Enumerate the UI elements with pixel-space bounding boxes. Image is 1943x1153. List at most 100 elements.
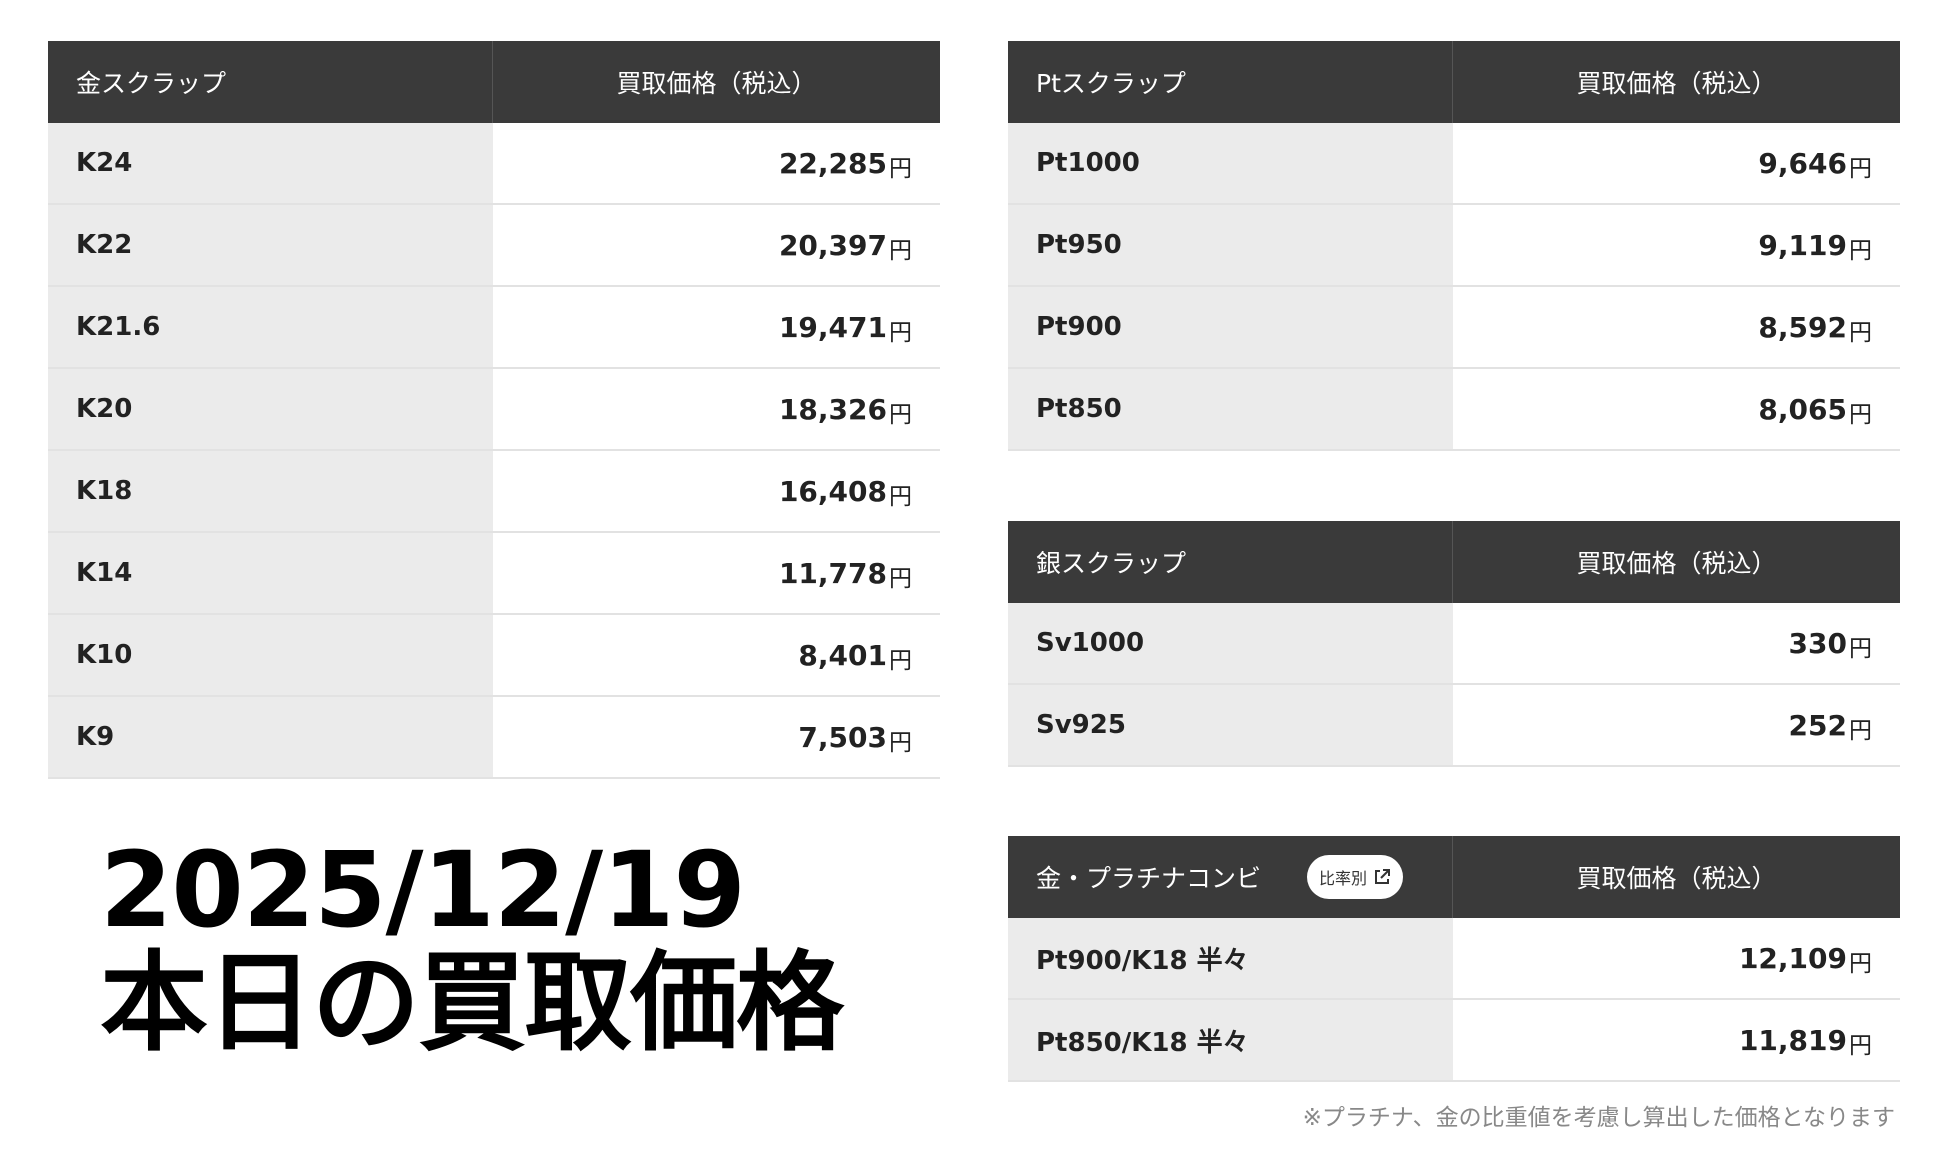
price-unit: 円 bbox=[1849, 402, 1872, 428]
price-value: 18,326 bbox=[778, 392, 887, 426]
row-price: 9,646 円 bbox=[1453, 123, 1900, 203]
price-unit: 円 bbox=[1849, 636, 1872, 662]
price-value: 11,819 bbox=[1738, 1023, 1847, 1057]
silver-scrap-table: 銀スクラップ 買取価格（税込） Sv1000 330 円 Sv925 252 円 bbox=[1008, 521, 1900, 767]
price-unit: 円 bbox=[889, 156, 912, 182]
price-unit: 円 bbox=[889, 238, 912, 264]
table-row: Pt850 8,065 円 bbox=[1008, 369, 1900, 451]
row-name: Pt850/K18 半々 bbox=[1008, 1000, 1453, 1080]
price-value: 9,646 bbox=[1758, 146, 1847, 180]
footnote: ※プラチナ、金の比重値を考慮し算出した価格となります bbox=[1302, 1105, 1895, 1131]
row-name: Pt850 bbox=[1008, 369, 1453, 449]
table-row: K21.6 19,471 円 bbox=[48, 287, 940, 369]
price-unit: 円 bbox=[889, 484, 912, 510]
price-unit: 円 bbox=[889, 648, 912, 674]
headline-date: 2025/12/19 bbox=[100, 829, 746, 951]
price-value: 252 bbox=[1788, 708, 1847, 742]
row-price: 16,408 円 bbox=[493, 451, 940, 531]
price-unit: 円 bbox=[1849, 1033, 1872, 1059]
table-row: Sv925 252 円 bbox=[1008, 685, 1900, 767]
table-header: 金・プラチナコンビ 比率別 買取価格（税込） bbox=[1008, 836, 1900, 918]
row-name: K20 bbox=[48, 369, 493, 449]
price-value: 20,397 bbox=[778, 228, 887, 262]
row-price: 8,065 円 bbox=[1453, 369, 1900, 449]
price-value: 7,503 bbox=[798, 720, 887, 754]
platinum-scrap-table: Ptスクラップ 買取価格（税込） Pt1000 9,646 円 Pt950 9,119 円… bbox=[1008, 41, 1900, 451]
header-price: 買取価格（税込） bbox=[1576, 549, 1777, 578]
row-name: Pt950 bbox=[1008, 205, 1453, 285]
price-unit: 円 bbox=[1849, 238, 1872, 264]
table-row: Sv1000 330 円 bbox=[1008, 603, 1900, 685]
table-row: Pt900/K18 半々 12,109 円 bbox=[1008, 918, 1900, 1000]
row-name: K22 bbox=[48, 205, 493, 285]
header-name: Ptスクラップ bbox=[1008, 41, 1453, 123]
row-name: K10 bbox=[48, 615, 493, 695]
price-value: 8,401 bbox=[798, 638, 887, 672]
external-link-icon bbox=[1375, 869, 1391, 884]
price-value: 19,471 bbox=[778, 310, 887, 344]
row-name: K9 bbox=[48, 697, 493, 777]
table-row: Pt1000 9,646 円 bbox=[1008, 123, 1900, 205]
table-row: K10 8,401 円 bbox=[48, 615, 940, 697]
header-price: 買取価格（税込） bbox=[1576, 69, 1777, 98]
row-price: 330 円 bbox=[1453, 603, 1900, 683]
headline-title: 本日の買取価格 bbox=[100, 941, 844, 1066]
row-name: Pt900/K18 半々 bbox=[1008, 918, 1453, 998]
price-value: 11,778 bbox=[778, 556, 887, 590]
price-unit: 円 bbox=[889, 730, 912, 756]
row-price: 12,109 円 bbox=[1453, 918, 1900, 998]
gold-platinum-combi-table: 金・プラチナコンビ 比率別 買取価格（税込） Pt900/K18 半々 12,10… bbox=[1008, 836, 1900, 1082]
row-name: Sv925 bbox=[1008, 685, 1453, 765]
row-price: 20,397 円 bbox=[493, 205, 940, 285]
price-unit: 円 bbox=[1849, 718, 1872, 744]
row-price: 9,119 円 bbox=[1453, 205, 1900, 285]
row-price: 19,471 円 bbox=[493, 287, 940, 367]
row-name: K14 bbox=[48, 533, 493, 613]
row-price: 7,503 円 bbox=[493, 697, 940, 777]
ratio-link-label: 比率別 bbox=[1319, 869, 1368, 888]
price-value: 16,408 bbox=[778, 474, 887, 508]
header-name: 金・プラチナコンビ 比率別 bbox=[1008, 836, 1453, 918]
price-unit: 円 bbox=[889, 320, 912, 346]
header-price: 買取価格（税込） bbox=[616, 69, 817, 98]
row-price: 11,778 円 bbox=[493, 533, 940, 613]
row-price: 22,285 円 bbox=[493, 123, 940, 203]
row-name: K21.6 bbox=[48, 287, 493, 367]
price-unit: 円 bbox=[889, 566, 912, 592]
table-header: Ptスクラップ 買取価格（税込） bbox=[1008, 41, 1900, 123]
ratio-link-button[interactable]: 比率別 bbox=[1307, 855, 1404, 899]
row-name: Pt1000 bbox=[1008, 123, 1453, 203]
price-value: 9,119 bbox=[1758, 228, 1847, 262]
row-price: 18,326 円 bbox=[493, 369, 940, 449]
row-name: Pt900 bbox=[1008, 287, 1453, 367]
table-header: 銀スクラップ 買取価格（税込） bbox=[1008, 521, 1900, 603]
row-name: K18 bbox=[48, 451, 493, 531]
price-value: 8,065 bbox=[1758, 392, 1847, 426]
row-price: 11,819 円 bbox=[1453, 1000, 1900, 1080]
table-header: 金スクラップ 買取価格（税込） bbox=[48, 41, 940, 123]
table-row: K20 18,326 円 bbox=[48, 369, 940, 451]
table-row: Pt950 9,119 円 bbox=[1008, 205, 1900, 287]
table-row: K24 22,285 円 bbox=[48, 123, 940, 205]
table-row: K9 7,503 円 bbox=[48, 697, 940, 779]
price-value: 330 bbox=[1788, 626, 1847, 660]
row-name: Sv1000 bbox=[1008, 603, 1453, 683]
price-value: 12,109 bbox=[1738, 941, 1847, 975]
header-name-label: 金・プラチナコンビ bbox=[1036, 864, 1262, 893]
row-price: 8,401 円 bbox=[493, 615, 940, 695]
header-price: 買取価格（税込） bbox=[1576, 864, 1777, 893]
table-row: K22 20,397 円 bbox=[48, 205, 940, 287]
price-value: 8,592 bbox=[1758, 310, 1847, 344]
table-row: K14 11,778 円 bbox=[48, 533, 940, 615]
table-row: Pt850/K18 半々 11,819 円 bbox=[1008, 1000, 1900, 1082]
price-unit: 円 bbox=[889, 402, 912, 428]
gold-scrap-table: 金スクラップ 買取価格（税込） K24 22,285 円 K22 20,397 円 K21.… bbox=[48, 41, 940, 779]
price-value: 22,285 bbox=[778, 146, 887, 180]
table-row: Pt900 8,592 円 bbox=[1008, 287, 1900, 369]
row-price: 252 円 bbox=[1453, 685, 1900, 765]
table-row: K18 16,408 円 bbox=[48, 451, 940, 533]
header-name: 銀スクラップ bbox=[1008, 521, 1453, 603]
price-unit: 円 bbox=[1849, 951, 1872, 977]
price-unit: 円 bbox=[1849, 320, 1872, 346]
header-name: 金スクラップ bbox=[48, 41, 493, 123]
